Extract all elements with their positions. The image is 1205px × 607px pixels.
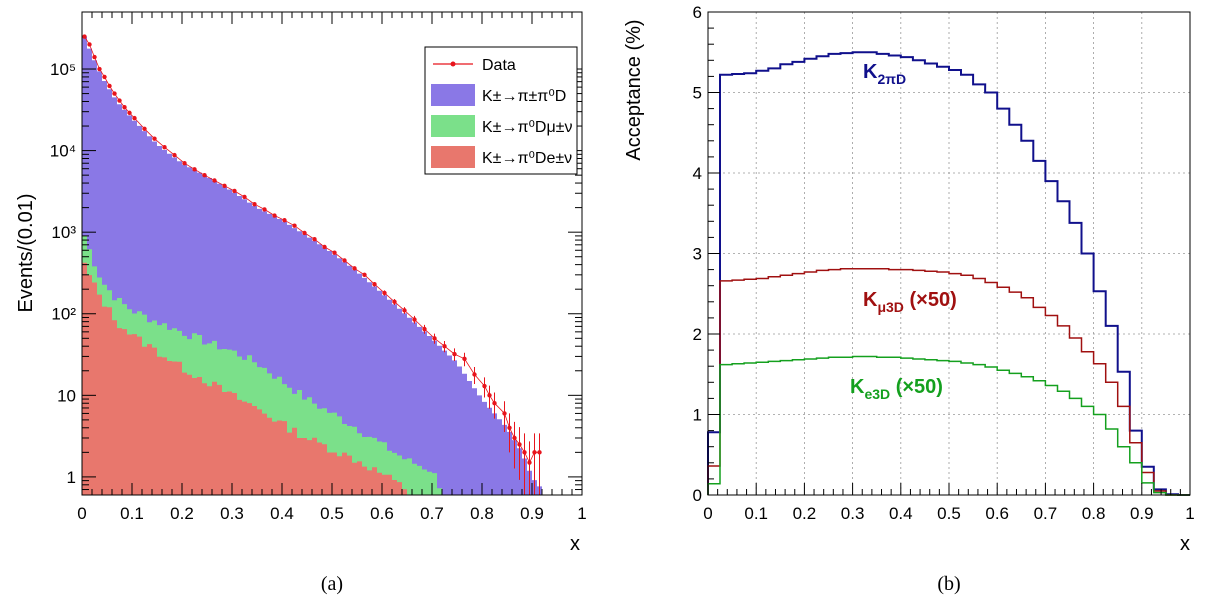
- x-axis-label-b: x: [1180, 533, 1190, 555]
- y-tick-label: 10⁵: [50, 60, 76, 79]
- series-line: [707, 355, 1190, 496]
- axes-a: 0 0.1 0.2 0.3 0.4 0.5 0.6 0.7 0.8 0.9 1 1 10 10² 10³ 10…: [50, 12, 587, 523]
- legend-swatch: [431, 115, 475, 137]
- series-label: Kμ3D (×50): [863, 289, 957, 315]
- data-point: [82, 34, 87, 39]
- caption-b: (b): [937, 573, 960, 595]
- x-tick-label: 0.8: [470, 504, 494, 523]
- x-axis-label-a: x: [570, 533, 580, 555]
- legend-label: K±→π⁰De±ν: [482, 150, 572, 167]
- x-tick-label: 0.4: [270, 504, 294, 523]
- x-tick-label: 0.2: [170, 504, 194, 523]
- legend-swatch: [431, 84, 475, 106]
- x-tick-label: 0.1: [744, 504, 768, 523]
- data-line: [84, 36, 540, 464]
- x-tick-label: 0: [703, 504, 712, 523]
- y-axis-label-b: Acceptance (%): [623, 19, 645, 160]
- y-tick-label: 2: [693, 325, 702, 344]
- y-tick-label: 4: [693, 164, 702, 183]
- x-tick-label: 0.2: [793, 504, 817, 523]
- legend-label: Data: [482, 57, 516, 74]
- y-tick-label: 10: [57, 386, 76, 405]
- y-tick-label: 6: [693, 3, 702, 22]
- series-label: Ke3D (×50): [850, 376, 943, 402]
- y-tick-label: 10²: [51, 305, 76, 324]
- chart-panel-a: 0 0.1 0.2 0.3 0.4 0.5 0.6 0.7 0.8 0.9 1 1 10 10² 10³ 10…: [15, 11, 587, 555]
- series-label: K2πD: [863, 61, 906, 87]
- x-tick-label: 0.9: [520, 504, 544, 523]
- y-tick-label: 1: [67, 468, 76, 487]
- x-tick-label: 0.6: [985, 504, 1009, 523]
- series-line: [707, 51, 1190, 496]
- y-tick-label: 10³: [51, 223, 76, 242]
- x-tick-label: 0.4: [889, 504, 913, 523]
- y-tick-label: 5: [693, 84, 702, 103]
- x-tick-label: 0.7: [420, 504, 444, 523]
- x-tick-label: 1: [1185, 504, 1194, 523]
- y-tick-label: 1: [693, 406, 702, 425]
- y-axis-label-a: Events/(0.01): [15, 194, 37, 313]
- y-tick-label: 0: [693, 486, 702, 505]
- series-labels: K2πD Kμ3D (×50) Ke3D (×50): [850, 61, 957, 402]
- x-tick-label: 0.5: [937, 504, 961, 523]
- legend-marker: [450, 61, 456, 67]
- legend-swatch: [431, 146, 475, 168]
- axes-b: 0 0.1 0.2 0.3 0.4 0.5 0.6 0.7 0.8 0.9 1 0 1 2 3 4 5 6: [693, 3, 1195, 523]
- legend: Data K±→π±π⁰D K±→π⁰Dμ±ν K±→π⁰De±ν: [424, 46, 578, 175]
- x-tick-label: 0.6: [370, 504, 394, 523]
- data-points: [82, 34, 542, 495]
- legend-label: K±→π⁰Dμ±ν: [482, 119, 572, 136]
- legend-label: K±→π±π⁰D: [482, 88, 566, 105]
- series-line: [707, 268, 1190, 496]
- caption-a: (a): [321, 573, 343, 595]
- x-tick-label: 0.3: [220, 504, 244, 523]
- x-tick-label: 0.3: [841, 504, 865, 523]
- x-tick-label: 1: [577, 504, 586, 523]
- chart-panel-b: 0 0.1 0.2 0.3 0.4 0.5 0.6 0.7 0.8 0.9 1 0 1 2 3 4 5 6 K2π…: [623, 3, 1195, 555]
- x-tick-label: 0.1: [120, 504, 144, 523]
- x-tick-label: 0.9: [1130, 504, 1154, 523]
- x-tick-label: 0.8: [1082, 504, 1106, 523]
- x-tick-label: 0.7: [1034, 504, 1058, 523]
- x-tick-label: 0.5: [320, 504, 344, 523]
- y-tick-label: 10⁴: [50, 142, 76, 161]
- histogram-fills: [82, 36, 542, 495]
- y-tick-label: 3: [693, 245, 702, 264]
- ke3-fill: [82, 262, 407, 495]
- x-tick-label: 0: [77, 504, 86, 523]
- acceptance-lines: [707, 51, 1190, 496]
